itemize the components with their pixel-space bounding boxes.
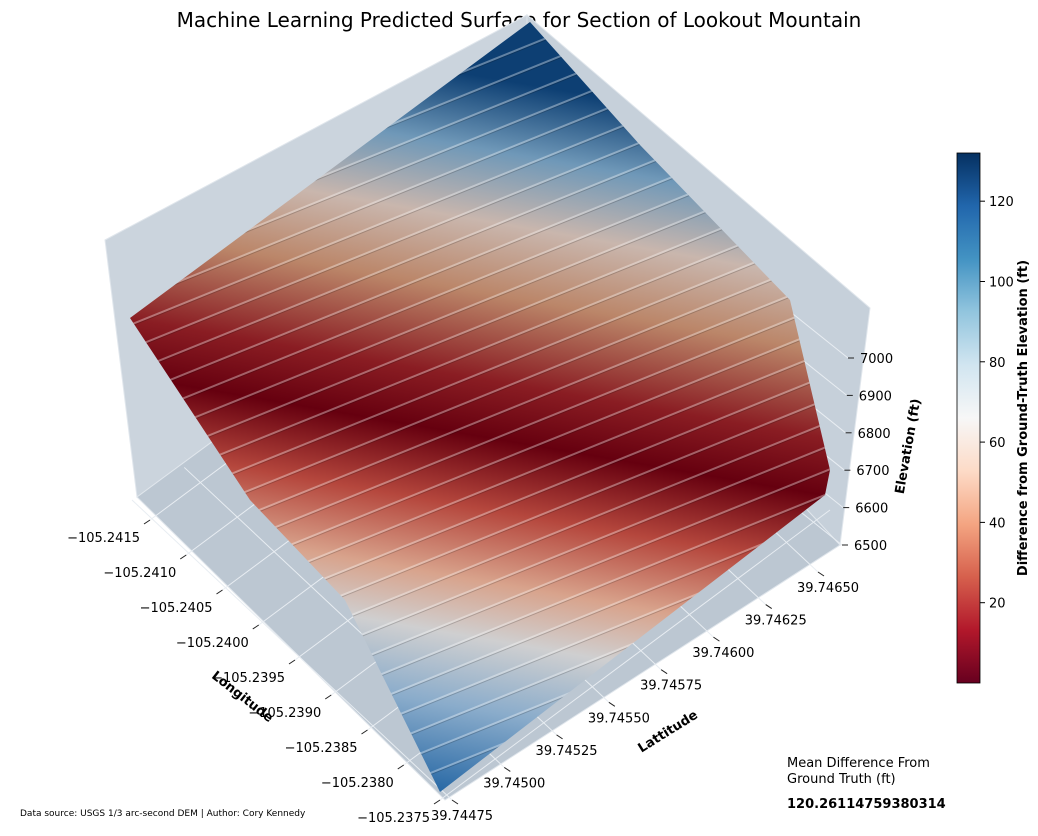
tick-mark-lon	[433, 799, 441, 805]
tick-mark-lat	[817, 571, 825, 577]
colorbar-tick-label: 80	[989, 356, 1006, 371]
tick-label-lon: −105.2405	[140, 601, 213, 616]
tick-label-lon: −105.2395	[212, 671, 285, 686]
tick-label-lat: 39.74575	[640, 679, 702, 694]
tick-mark-lon	[179, 554, 187, 560]
tick-label-z: 6600	[855, 502, 888, 517]
tick-label-lat: 39.74600	[692, 646, 754, 661]
grid-line-lon	[439, 509, 831, 801]
colorbar-ticks: 20 40 60 80 100 120	[980, 195, 1014, 612]
tick-label-lat: 39.74550	[588, 711, 650, 726]
axes: −105.2415 −105.2410 −105.2405 −105.2400 −105…	[67, 352, 924, 826]
tick-label-lat: 39.74475	[431, 809, 493, 824]
grid-line-lat	[131, 499, 453, 801]
mean-difference-label-line1: Mean Difference From	[787, 756, 930, 771]
tick-label-lon: −105.2390	[248, 706, 321, 721]
tick-mark-lat	[765, 604, 772, 609]
mean-difference-label: Mean Difference From Ground Truth (ft)	[787, 756, 987, 788]
colorbar-tick-label: 60	[989, 436, 1006, 451]
tick-mark-lat	[504, 767, 511, 772]
tick-label-z: 6800	[858, 427, 891, 442]
colorbar-tick-label: 100	[989, 275, 1014, 290]
tick-mark-lat	[713, 636, 720, 642]
colorbar	[956, 152, 981, 684]
mean-difference-value: 120.26114759380314	[787, 797, 946, 812]
tick-label-lon: −105.2415	[67, 531, 140, 546]
tick-label-z: 6500	[854, 539, 887, 554]
tick-mark-lon	[252, 624, 260, 630]
tick-label-lon: −105.2400	[176, 636, 249, 651]
colorbar-tick-label: 40	[989, 516, 1006, 531]
data-source-footer: Data source: USGS 1/3 arc-second DEM | A…	[20, 809, 306, 819]
tick-mark-lon	[216, 589, 223, 595]
tick-mark-lon	[288, 659, 296, 665]
colorbar-tick-label: 20	[989, 597, 1006, 612]
surface-terrace-texture	[130, 22, 830, 792]
tick-mark-lon	[397, 764, 405, 770]
tick-label-lat: 39.74500	[483, 776, 545, 791]
mean-difference-label-line2: Ground Truth (ft)	[787, 772, 896, 787]
colorbar-label: Difference from Ground-Truth Elevation (…	[1016, 260, 1031, 576]
tick-mark-lat	[660, 669, 668, 675]
tick-label-lon: −105.2385	[285, 741, 358, 756]
tick-mark-lon	[143, 519, 151, 525]
tick-label-lon: −105.2380	[321, 776, 394, 791]
tick-mark-lon	[361, 729, 368, 735]
tick-label-lat: 39.74625	[745, 614, 807, 629]
tick-mark-lat	[608, 701, 616, 707]
tick-label-lon: −105.2410	[103, 566, 176, 581]
tick-label-z: 6900	[859, 389, 892, 404]
tick-mark-lat	[451, 799, 459, 805]
z-axis-label: Elevation (ft)	[893, 398, 925, 496]
tick-label-lat: 39.74650	[797, 581, 859, 596]
colorbar-tick-label: 120	[989, 195, 1014, 210]
tick-label-z: 6700	[856, 464, 889, 479]
tick-label-lon: −105.2375	[357, 811, 430, 826]
tick-label-lat: 39.74525	[536, 744, 598, 759]
tick-label-z: 7000	[860, 352, 893, 367]
tick-mark-lat	[556, 734, 563, 740]
tick-mark-lon	[324, 694, 332, 700]
